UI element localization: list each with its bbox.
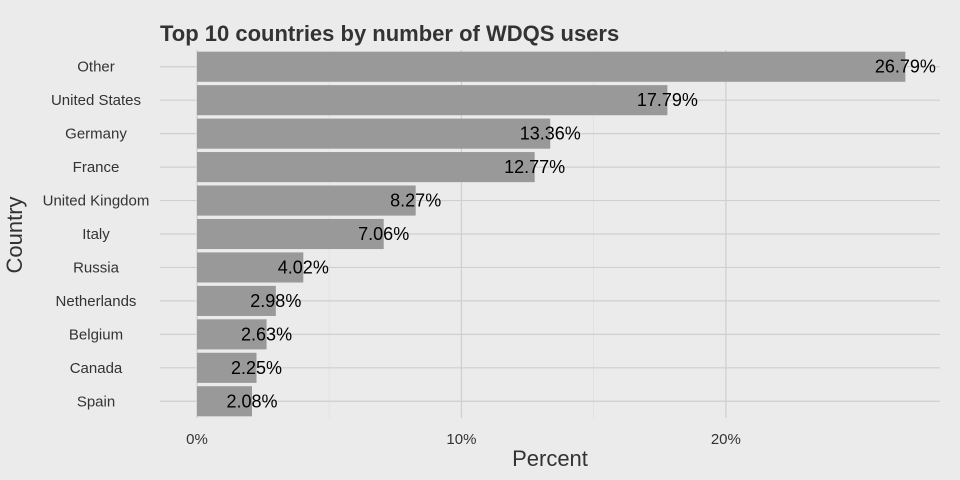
x-axis-title: Percent <box>512 446 588 471</box>
bars <box>197 51 906 417</box>
data-label: 26.79% <box>875 57 936 77</box>
data-label: 2.08% <box>226 391 277 411</box>
y-tick-label: Italy <box>82 226 110 243</box>
bar-united-kingdom <box>197 185 416 216</box>
bar-canada <box>197 352 257 383</box>
y-tick-label: Other <box>77 59 115 76</box>
y-tick-label: Russia <box>73 259 120 276</box>
bar-netherlands <box>197 285 276 316</box>
x-axis: 0% 10% 20% <box>186 431 741 448</box>
y-tick-label: Belgium <box>69 326 123 343</box>
bar-germany <box>197 118 551 149</box>
y-tick-label: Germany <box>65 126 127 143</box>
x-tick-label: 0% <box>186 431 208 448</box>
y-axis: Other United States Germany France United Ki… <box>43 59 150 411</box>
x-tick-label: 20% <box>711 431 741 448</box>
bar-italy <box>197 218 384 250</box>
y-tick-label: Netherlands <box>56 293 137 310</box>
bar-belgium <box>197 319 267 350</box>
bar-russia <box>197 252 304 283</box>
chart-title: Top 10 countries by number of WDQS users <box>160 21 619 46</box>
data-label: 4.02% <box>278 257 329 277</box>
data-labels: 26.79% 17.79% 13.36% 12.77% 8.27% 7.06% 4.02% 2… <box>226 57 935 412</box>
data-label: 17.79% <box>637 90 698 110</box>
y-tick-label: Canada <box>70 360 123 377</box>
y-tick-label: France <box>73 159 120 176</box>
data-label: 13.36% <box>520 124 581 144</box>
y-tick-label: United Kingdom <box>43 193 150 210</box>
data-label: 2.25% <box>231 358 282 378</box>
data-label: 12.77% <box>504 157 565 177</box>
data-label: 7.06% <box>358 224 409 244</box>
y-tick-label: Spain <box>77 393 115 410</box>
bar-united-states <box>197 85 668 116</box>
x-tick-label: 10% <box>446 431 476 448</box>
data-label: 8.27% <box>390 191 441 211</box>
bar-other <box>197 51 906 82</box>
y-tick-label: United States <box>51 92 141 109</box>
bar-spain <box>197 386 253 417</box>
data-label: 2.63% <box>241 324 292 344</box>
y-axis-title: Country <box>2 196 27 273</box>
bar-france <box>197 152 535 183</box>
data-label: 2.98% <box>250 291 301 311</box>
